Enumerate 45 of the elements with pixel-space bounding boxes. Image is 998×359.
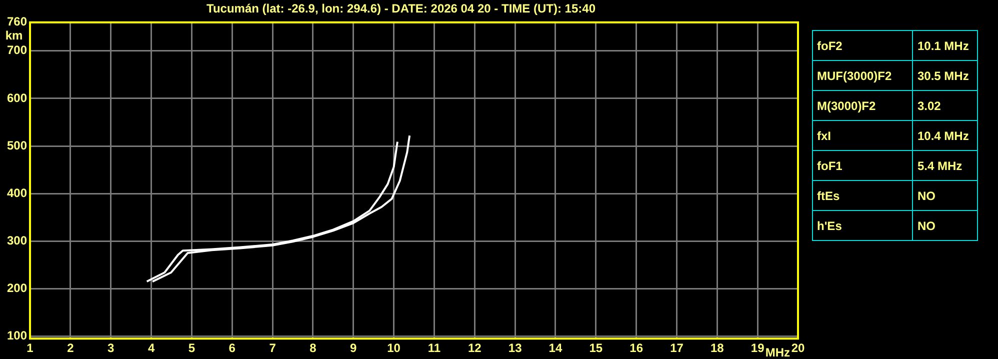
x-tick-label: 2 [67,341,74,356]
x-tick-label: 3 [108,341,115,356]
y-tick-label: 600 [6,90,28,105]
x-axis-title: MHz [765,345,790,359]
text: fxI [812,120,913,150]
text: 10.1 MHz [912,30,978,60]
text: ftEs [812,180,913,210]
y-tick-label: 400 [6,186,28,200]
text: 10.4 MHz [912,120,978,150]
x-tick-label: 8 [310,341,317,356]
x-tick-label: 12 [468,341,482,356]
text: NO [912,210,978,240]
x-tick-label: 4 [148,341,155,356]
x-tick-label: 14 [548,341,562,356]
text: NO [912,180,978,210]
x-tick-label: 20 [791,341,805,356]
y-axis-title: km [5,28,23,43]
y-tick-label: 500 [6,138,28,152]
x-tick-label: 5 [188,341,196,356]
x-tick-label: 6 [228,341,236,356]
x-tick-label: 11 [428,341,441,356]
x-tick-label: 7 [269,341,276,356]
x-tick-label: 19 [750,341,765,356]
y-tick-label: 700 [6,43,28,58]
text: M(3000)F2 [812,90,913,120]
chart-title: Tucumán (lat: -26.9, lon: 294.6) - DATE: 2026 04 20 - TIME (UT): 15:40 [206,2,596,16]
x-tick-label: 1 [26,341,34,356]
text: h'Es [812,210,913,240]
text: 3.02 [912,90,978,120]
text: MUF(3000)F2 [812,60,913,90]
x-tick-label: 10 [387,341,401,356]
text: foF1 [812,150,913,180]
x-tick-label: 18 [710,341,724,356]
y-tick-label: 300 [6,233,28,248]
x-tick-label: 15 [589,341,603,356]
x-tick-label: 9 [350,341,358,356]
y-tick-label: 100 [6,328,28,343]
x-tick-label: 13 [508,341,522,356]
text: 5.4 MHz [912,150,978,180]
y-tick-label: 200 [6,280,28,295]
text: foF2 [812,30,913,60]
y-tick-label: 760 [6,14,28,29]
text: 30.5 MHz [912,60,978,90]
x-tick-label: 16 [630,341,644,356]
x-tick-label: 17 [670,341,684,356]
